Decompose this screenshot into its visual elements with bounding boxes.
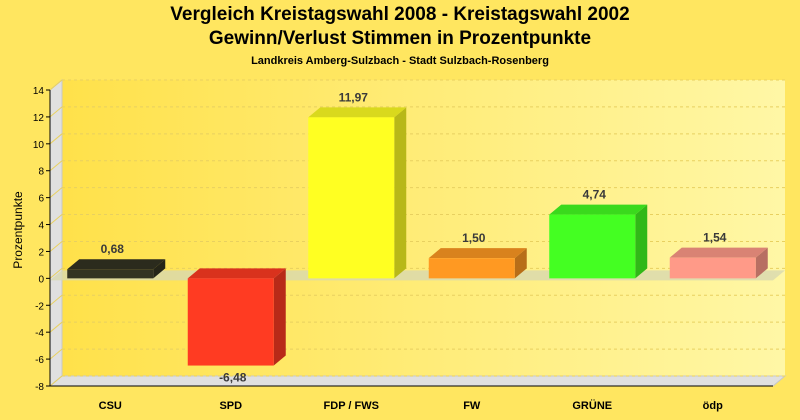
y-tick-label: 10 xyxy=(33,140,45,151)
chart-region-subtitle: Landkreis Amberg-Sulzbach - Stadt Sulzba… xyxy=(251,55,549,67)
data-label: 1,54 xyxy=(703,231,727,245)
data-label: 0,68 xyxy=(101,242,125,256)
gridline-side xyxy=(49,160,63,172)
bar-front xyxy=(669,257,756,279)
y-tick-label: 0 xyxy=(38,274,44,285)
bar-front xyxy=(187,278,274,366)
x-tick-label: SPD xyxy=(219,400,242,412)
bar-front xyxy=(549,214,636,279)
x-tick-label: FW xyxy=(463,400,481,412)
chart-title: Vergleich Kreistagswahl 2008 - Kreistags… xyxy=(170,4,630,25)
gridline-side xyxy=(49,106,63,118)
bar-top xyxy=(428,248,527,259)
y-tick-label: -4 xyxy=(35,328,44,339)
gridline-side xyxy=(49,241,63,252)
gridline-side xyxy=(49,79,63,91)
x-tick-label: GRÜNE xyxy=(572,399,612,412)
bar-side xyxy=(394,107,407,279)
gridline-side xyxy=(49,294,63,306)
bar xyxy=(67,259,166,279)
data-label: -6,48 xyxy=(219,371,247,385)
bar xyxy=(187,268,286,366)
gridline-side xyxy=(49,187,63,199)
bar-top xyxy=(187,268,286,279)
y-tick-label: -2 xyxy=(35,301,44,312)
data-label: 4,74 xyxy=(583,188,607,202)
y-tick-label: 2 xyxy=(38,247,44,258)
bar-top xyxy=(308,107,407,118)
y-tick-label: -8 xyxy=(35,382,44,393)
gridline-side xyxy=(49,348,63,360)
bar xyxy=(308,107,407,279)
bar-front xyxy=(308,117,395,279)
data-label: 11,97 xyxy=(339,90,369,104)
bar-front xyxy=(428,258,515,279)
bar-top xyxy=(549,204,648,215)
gridline-side xyxy=(49,321,63,333)
y-tick-label: -6 xyxy=(35,355,44,366)
data-label: 1,50 xyxy=(462,231,486,245)
bar-side xyxy=(635,204,648,279)
y-tick-label: 14 xyxy=(33,86,45,97)
x-tick-label: FDP / FWS xyxy=(324,400,379,412)
gridline-side xyxy=(49,214,63,225)
plot-floor xyxy=(48,375,787,387)
bar xyxy=(549,204,648,279)
plot-side-wall xyxy=(49,78,63,388)
bar xyxy=(669,247,768,279)
y-tick-label: 6 xyxy=(38,194,44,205)
x-tick-label: ödp xyxy=(703,400,723,412)
gridline-side xyxy=(49,375,63,387)
bar xyxy=(428,248,527,279)
bar-side xyxy=(153,259,166,279)
chart-subtitle: Gewinn/Verlust Stimmen in Prozentpunkte xyxy=(208,28,592,49)
y-tick-label: 4 xyxy=(38,221,44,232)
x-tick-label: CSU xyxy=(99,400,122,412)
y-axis-label: Prozentpunkte xyxy=(11,191,25,269)
bar-side xyxy=(755,247,768,279)
bar-side xyxy=(514,248,527,279)
bar-top xyxy=(67,259,166,270)
bar-side xyxy=(273,268,286,366)
y-tick-label: 8 xyxy=(38,167,44,178)
bar-top xyxy=(669,247,768,258)
y-tick-label: 12 xyxy=(33,113,45,124)
gridline-side xyxy=(49,267,63,279)
plot-background xyxy=(62,80,785,376)
bar-front xyxy=(67,269,154,279)
gridline-side xyxy=(49,133,63,145)
